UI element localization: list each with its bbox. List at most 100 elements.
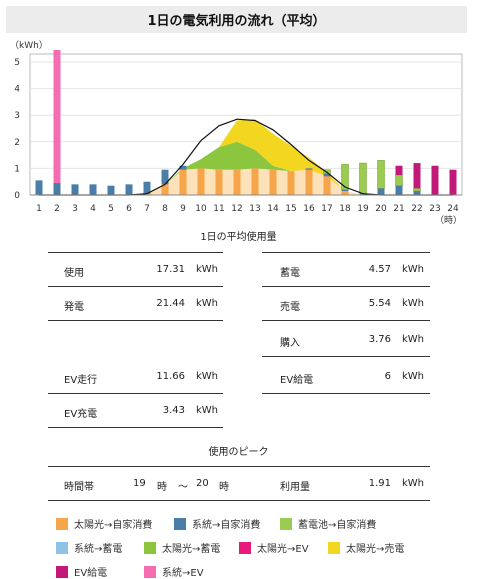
sell-label: 売電 [280,302,300,313]
peak-amount-value: 1.91 [368,478,391,489]
gen-label: 発電 [64,302,84,313]
bar-grid-self [377,188,385,195]
bar-ev-supply [395,165,403,176]
divider [48,252,223,253]
bar-solar-self [287,171,295,195]
x-tick-label: 2 [54,204,60,214]
x-tick-label: 3 [72,204,78,214]
y-tick-label: 4 [14,85,20,95]
bar-battery-self [341,164,349,190]
peak-time-label: 時間帯 [64,482,94,493]
ev-drive-unit: kWh [196,371,219,382]
bar-battery-self [413,188,421,192]
bar-grid-self [413,191,421,195]
bar-ev-supply [431,165,439,195]
bar-solar-self [179,169,187,195]
y-tick-label: 2 [14,138,20,148]
x-tick-label: 7 [144,204,150,214]
bar-solar-self [341,191,349,195]
x-tick-label: 23 [429,204,440,214]
legend-item-solar-battery: 太陽光→蓄電 [144,540,220,555]
x-tick-label: 4 [90,204,96,214]
bar-grid-self [359,193,367,195]
legend-swatch [174,517,186,530]
page-title: 1日の電気利用の流れ（平均） [6,6,467,33]
x-tick-label: 16 [303,204,315,214]
bar-solar-self [323,176,331,195]
divider [48,500,430,501]
x-tick-label: 24 [447,204,459,214]
ev-supply-label: EV給電 [280,375,314,386]
peak-start-hour: 19 [133,478,146,489]
x-tick-label: 15 [285,204,296,214]
legend-label: 蓄電池→自家消費 [298,520,377,531]
legend-swatch [56,565,68,578]
y-tick-label: 1 [14,164,20,174]
legend-swatch [144,565,156,578]
legend-item-battery-self: 蓄電池→自家消費 [280,516,376,531]
bar-solar-self [251,168,259,195]
solar-battery-area [39,141,453,195]
buy-value: 3.76 [368,334,391,345]
bar-solar-self [143,193,151,195]
x-tick-label: 11 [213,204,224,214]
divider [262,286,430,287]
legend-swatch [144,541,156,554]
peak-title: 使用のピーク [208,447,269,458]
ev-supply-value: 6 [384,371,391,382]
bar-grid-self [125,184,133,195]
bar-solar-self [197,168,205,195]
gen-unit: kWh [196,298,219,309]
x-tick-label: 18 [339,204,351,214]
legend-item-solar-ev: 太陽光→EV [239,540,309,555]
charge-value: 4.57 [368,264,391,275]
x-tick-label: 13 [249,204,260,214]
charge-label: 蓄電 [280,268,300,279]
bar-grid-ev [53,50,61,184]
bar-grid-self [179,165,187,170]
sell-unit: kWh [402,298,425,309]
bar-ev-supply [449,169,457,195]
y-tick-label: 0 [14,191,20,201]
x-tick-label: 10 [195,204,207,214]
legend-swatch [328,541,340,554]
peak-amount-label: 利用量 [280,482,310,493]
peak-hour-unit: 時 [157,482,167,493]
bar-battery-self [359,162,367,194]
x-tick-label: 17 [321,204,332,214]
x-tick-label: 5 [108,204,114,214]
bar-grid-self [143,181,151,194]
x-tick-label: 22 [411,204,422,214]
gen-value: 21.44 [156,298,185,309]
x-tick-label: 6 [126,204,132,214]
legend-label: EV給電 [74,568,108,579]
legend-label: 太陽光→売電 [346,544,405,555]
x-tick-label: 8 [162,204,168,214]
legend-item-grid-self: 系統→自家消費 [174,516,260,531]
y-tick-label: 3 [14,111,20,121]
buy-unit: kWh [402,334,425,345]
legend-label: 系統→蓄電 [74,544,123,555]
usage-label: 使用 [64,268,84,279]
divider [48,427,223,428]
x-tick-label: 20 [375,204,387,214]
bar-ev-supply [413,163,421,189]
bar-grid-self [161,169,169,185]
legend-label: 系統→EV [162,568,204,579]
divider [48,393,223,394]
ev-supply-unit: kWh [402,371,425,382]
legend-item-grid-battery: 系統→蓄電 [56,540,122,555]
peak-tilde: ～ [178,482,188,493]
legend-label: 太陽光→蓄電 [162,544,221,555]
y-tick-label: 5 [14,58,20,68]
ev-drive-label: EV走行 [64,375,98,386]
legend-item-ev-supply: EV給電 [56,564,107,579]
x-tick-label: 12 [231,204,242,214]
divider [48,466,430,467]
usage-value: 17.31 [156,264,185,275]
bar-grid-self [305,168,313,170]
bar-grid-self [35,180,43,195]
divider [48,320,223,321]
bar-grid-self [53,183,61,195]
